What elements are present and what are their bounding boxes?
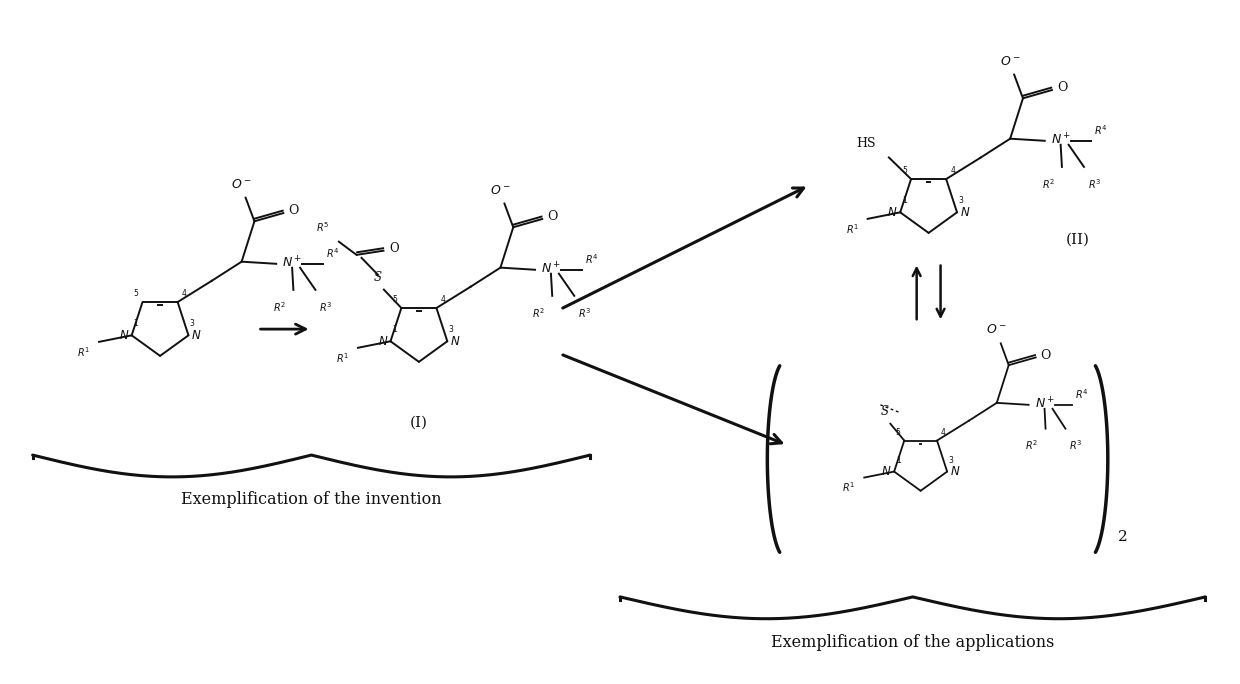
Text: O: O [389,242,399,255]
Text: $N$: $N$ [888,206,898,219]
Text: $O^-$: $O^-$ [490,183,511,196]
Text: 5: 5 [134,289,139,298]
Text: 3: 3 [949,456,954,464]
Text: 1: 1 [903,196,906,205]
Text: 4: 4 [950,166,955,175]
Text: 5: 5 [895,428,900,436]
Text: Exemplification of the invention: Exemplification of the invention [181,491,441,508]
Text: (I): (I) [410,415,428,430]
Text: 4: 4 [941,428,946,436]
Text: 1: 1 [897,456,901,464]
Text: $R^1$: $R^1$ [336,351,348,365]
Text: 5: 5 [393,295,397,304]
Text: $R^5$: $R^5$ [316,220,329,234]
Text: $O^-$: $O^-$ [986,324,1007,337]
Text: $N$: $N$ [960,206,970,219]
Text: $N^+$: $N^+$ [541,261,562,276]
Text: $N^+$: $N^+$ [283,255,303,270]
Text: $O^-$: $O^-$ [231,178,252,191]
Text: $N$: $N$ [191,329,201,342]
Text: 1: 1 [134,319,139,328]
Text: HS: HS [857,137,875,150]
Text: 4: 4 [440,295,445,304]
Text: 1: 1 [393,326,397,334]
Text: $R^4$: $R^4$ [326,246,340,260]
Text: 3: 3 [190,319,195,328]
Text: $R^3$: $R^3$ [578,306,591,319]
Text: S: S [374,271,382,284]
Text: $R^2$: $R^2$ [1025,438,1039,452]
Text: $R^1$: $R^1$ [846,222,858,235]
Text: $R^3$: $R^3$ [1069,438,1083,452]
Text: $R^2$: $R^2$ [532,306,546,319]
Text: 3: 3 [959,196,963,205]
Text: $O^-$: $O^-$ [999,55,1021,68]
Text: 4: 4 [181,289,186,298]
Text: O: O [547,210,558,223]
Text: $R^4$: $R^4$ [584,252,598,266]
Text: $R^3$: $R^3$ [1087,176,1101,191]
Text: $N$: $N$ [882,465,892,478]
Text: $N$: $N$ [950,465,960,478]
Text: 2: 2 [1117,530,1127,544]
Text: $R^2$: $R^2$ [273,300,286,313]
Text: $N$: $N$ [377,334,388,347]
Text: $N^+$: $N^+$ [1034,396,1055,412]
Text: $R^4$: $R^4$ [1075,387,1089,401]
Text: Exemplification of the applications: Exemplification of the applications [771,633,1054,650]
Text: 5: 5 [903,166,908,175]
Text: $R^4$: $R^4$ [1094,123,1107,137]
Text: $N$: $N$ [450,334,460,347]
Text: $N$: $N$ [119,329,129,342]
Text: $R^3$: $R^3$ [320,300,332,313]
Text: $R^1$: $R^1$ [77,345,91,358]
Text: O: O [1056,81,1068,94]
Text: (II): (II) [1066,233,1090,247]
Text: O: O [288,205,299,218]
Text: $R^2$: $R^2$ [1042,176,1055,191]
Text: O: O [1040,349,1052,362]
Text: 3: 3 [449,326,453,334]
Text: $R^1$: $R^1$ [842,481,856,495]
Text: S: S [880,405,888,418]
Text: $N^+$: $N^+$ [1050,132,1071,148]
